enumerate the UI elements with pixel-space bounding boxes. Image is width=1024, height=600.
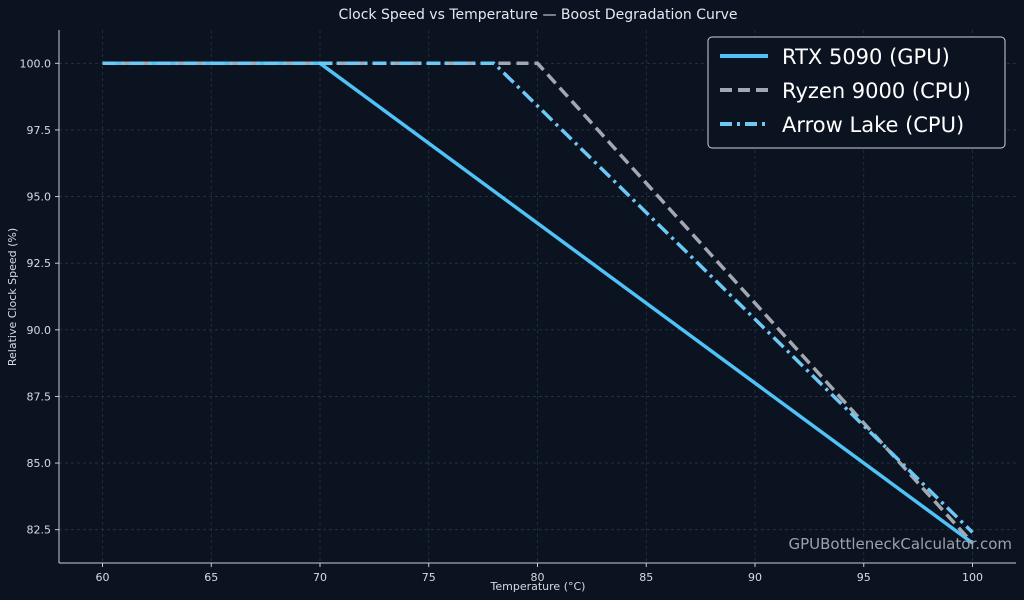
x-axis-label: Temperature (°C) bbox=[490, 580, 586, 593]
grid-layer bbox=[59, 30, 1016, 563]
y-tick-label: 100.0 bbox=[20, 57, 52, 70]
legend: RTX 5090 (GPU) Ryzen 9000 (CPU) Arrow Lake… bbox=[707, 36, 1006, 149]
x-tick-label: 65 bbox=[204, 571, 218, 584]
x-tick-label: 80 bbox=[531, 571, 545, 584]
y-tick-label: 90.0 bbox=[27, 324, 52, 337]
series-line-3 bbox=[102, 61, 974, 534]
watermark: GPUBottleneckCalculator.com bbox=[788, 535, 1012, 553]
y-axis-label: Relative Clock Speed (%) bbox=[6, 228, 19, 366]
y-tick-label: 87.5 bbox=[27, 390, 52, 403]
legend-box bbox=[707, 36, 1006, 149]
legend-label-2: Ryzen 9000 (CPU) bbox=[782, 79, 971, 103]
chart-title: Clock Speed vs Temperature — Boost Degra… bbox=[338, 7, 737, 23]
x-tick-label: 85 bbox=[639, 571, 653, 584]
y-tick-label: 92.5 bbox=[27, 257, 52, 270]
series-layer bbox=[102, 61, 974, 545]
tick-layer: 60 65 70 75 80 85 90 95 100 82.5 85.0 87.5 90.0 92.5 9… bbox=[20, 57, 984, 584]
x-tick-label: 100 bbox=[962, 571, 983, 584]
x-tick-label: 90 bbox=[748, 571, 762, 584]
y-tick-label: 85.0 bbox=[27, 457, 52, 470]
x-tick-label: 70 bbox=[313, 571, 327, 584]
legend-label-3: Arrow Lake (CPU) bbox=[782, 113, 964, 137]
y-tick-label: 97.5 bbox=[27, 124, 52, 137]
legend-label-1: RTX 5090 (GPU) bbox=[782, 45, 950, 69]
y-tick-label: 95.0 bbox=[27, 191, 52, 204]
x-tick-label: 60 bbox=[96, 571, 110, 584]
x-tick-label: 75 bbox=[422, 571, 436, 584]
y-tick-label: 82.5 bbox=[27, 524, 52, 537]
x-tick-label: 95 bbox=[857, 571, 871, 584]
